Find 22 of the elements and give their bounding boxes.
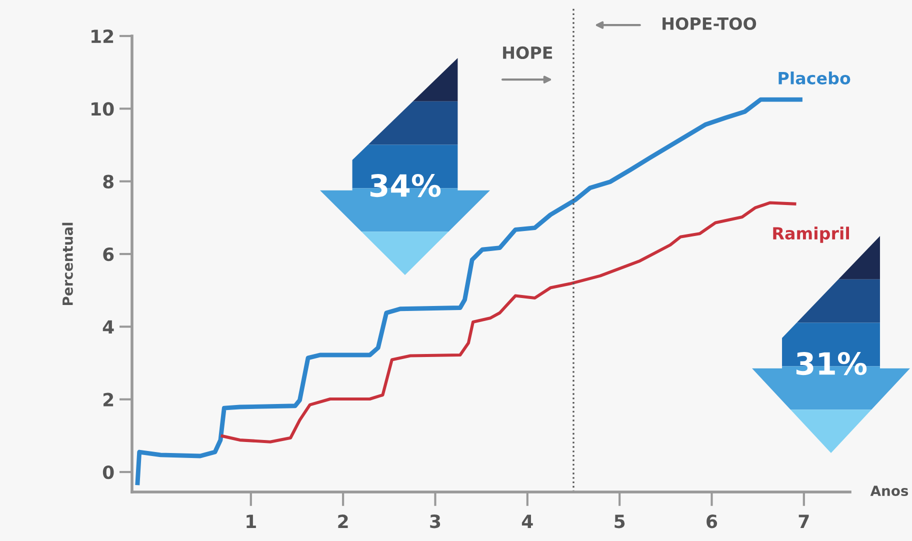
x-tick-label: 6 — [706, 514, 718, 528]
x-axis-title: Anos — [870, 486, 908, 496]
y-tick-label: 6 — [103, 247, 114, 262]
y-tick-label: 10 — [92, 102, 114, 116]
y-axis-title: Percentual — [62, 222, 73, 306]
text: HOPE-TOO — [662, 17, 756, 30]
y-tick-label: 0 — [102, 465, 114, 480]
x-tick-label: 7 — [798, 514, 809, 528]
x-tick-label: 3 — [430, 514, 440, 528]
x-tick-label: 2 — [338, 514, 348, 528]
x-tick-label: 5 — [614, 514, 625, 528]
y-tick-label: 12 — [92, 29, 114, 43]
y-tick-label: 8 — [103, 174, 114, 188]
series-label: Placebo — [778, 72, 850, 84]
annotation: 34% — [370, 174, 441, 198]
y-tick-label: 4 — [102, 320, 114, 334]
y-tick-label: 2 — [104, 392, 114, 406]
annotation: 31% — [796, 352, 867, 376]
series-label: Ramipril — [773, 226, 849, 243]
x-tick-label: 4 — [522, 514, 533, 528]
annotation: HOPE — [503, 46, 552, 60]
x-tick-label: 1 — [246, 514, 256, 528]
